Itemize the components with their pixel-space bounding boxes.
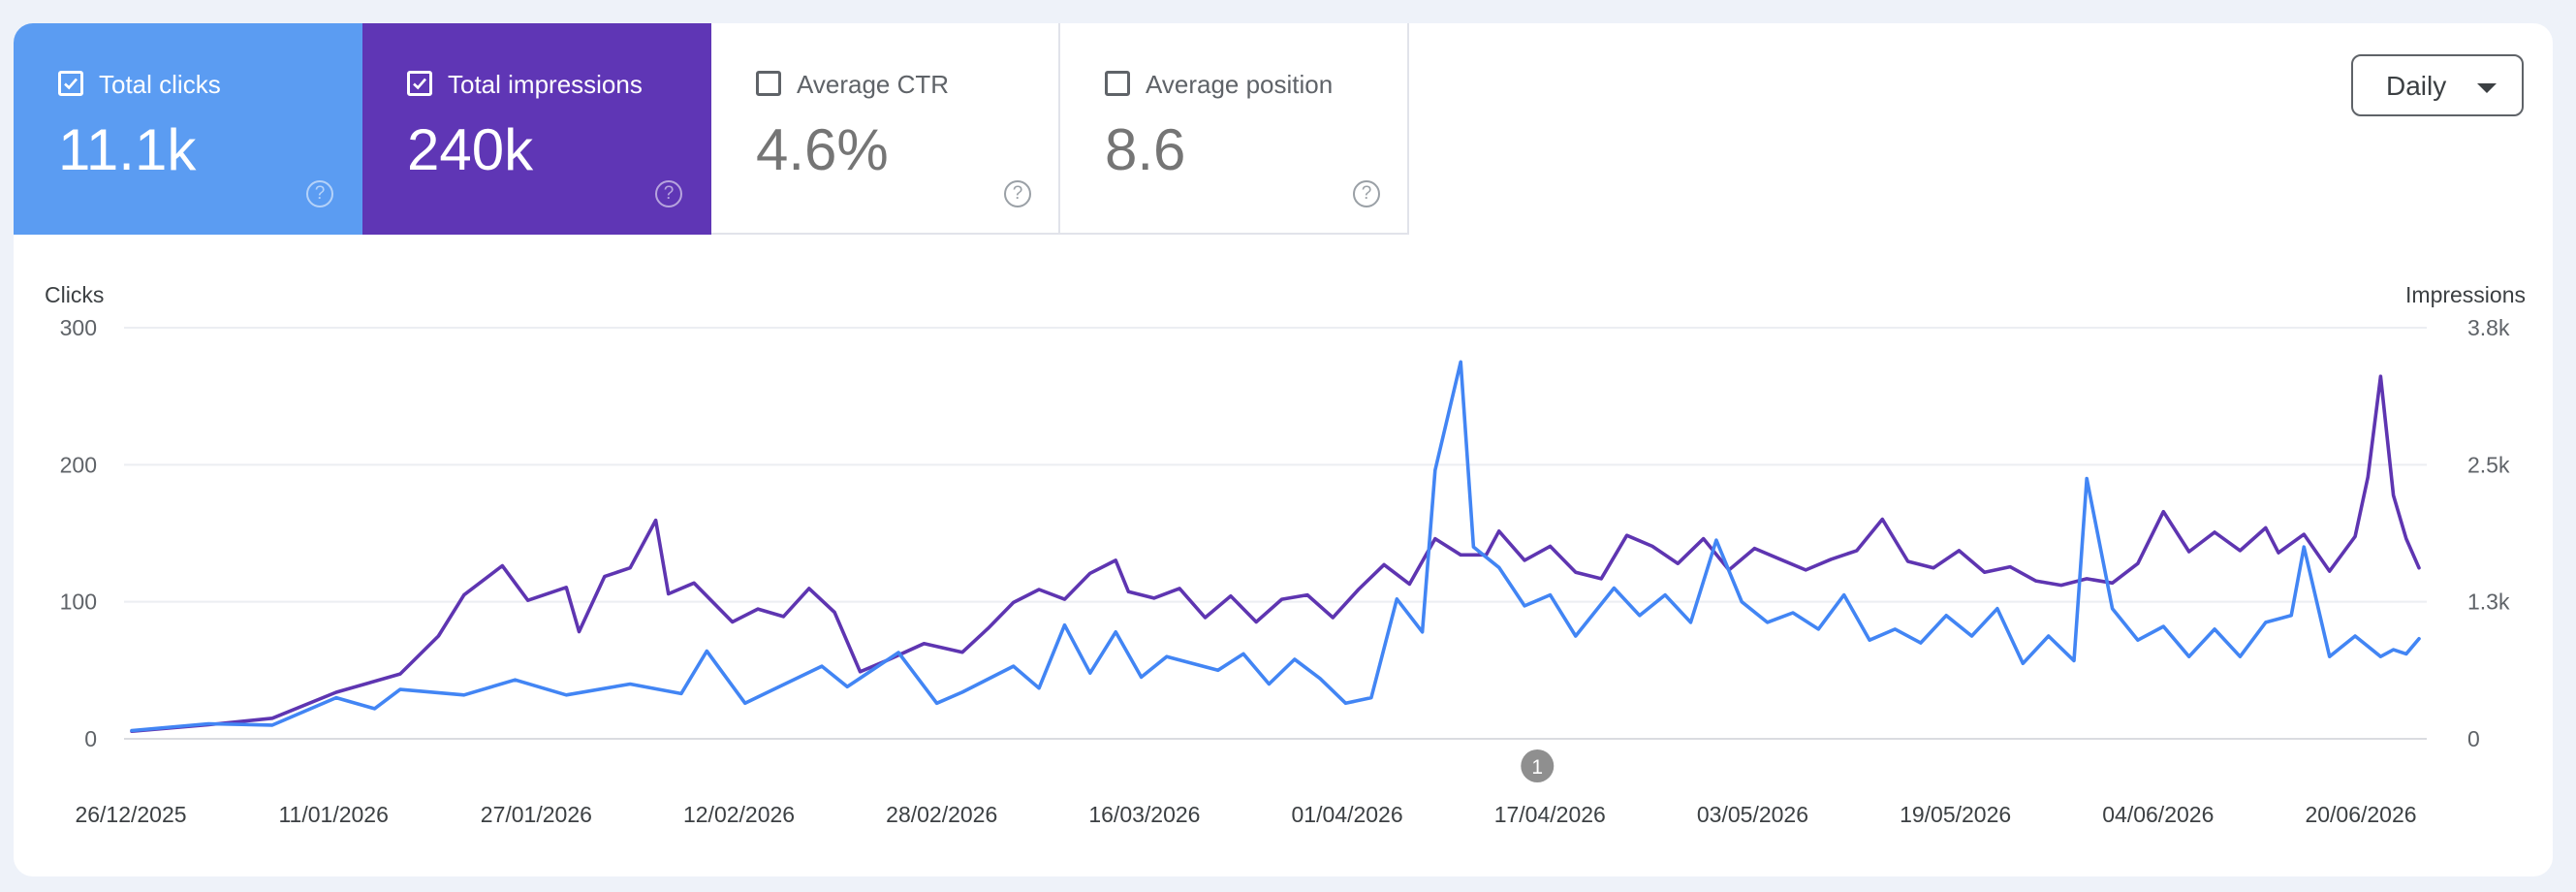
checkbox-unchecked-icon[interactable] bbox=[756, 71, 781, 96]
help-icon[interactable]: ? bbox=[1004, 180, 1031, 207]
metric-label: Average CTR bbox=[797, 70, 950, 99]
left-tick-label: 0 bbox=[84, 726, 97, 751]
caret-down-icon bbox=[2477, 83, 2497, 93]
checkbox-checked-icon[interactable] bbox=[407, 71, 432, 96]
left-axis-label: Clicks bbox=[45, 282, 104, 307]
help-icon[interactable]: ? bbox=[306, 180, 333, 207]
annotation-label: 1 bbox=[1531, 756, 1543, 779]
x-tick-label: 01/04/2026 bbox=[1292, 802, 1403, 827]
left-axis-ticks: 300 200 100 0 bbox=[60, 315, 97, 751]
metric-label: Average position bbox=[1146, 70, 1334, 99]
metric-tile-total-clicks[interactable]: Total clicks 11.1k ? bbox=[14, 23, 362, 235]
x-tick-label: 19/05/2026 bbox=[1900, 802, 2011, 827]
metric-label: Total impressions bbox=[448, 70, 643, 99]
series-line-impressions bbox=[130, 374, 2421, 734]
right-tick-label: 0 bbox=[2467, 726, 2480, 751]
metric-tile-total-impressions[interactable]: Total impressions 240k ? bbox=[362, 23, 711, 235]
granularity-selected: Daily bbox=[2386, 71, 2447, 101]
metric-value: 4.6% bbox=[756, 117, 889, 182]
checkbox-unchecked-icon[interactable] bbox=[1105, 71, 1130, 96]
metric-tile-average-position[interactable]: Average position 8.6 ? bbox=[1060, 23, 1409, 235]
help-icon[interactable]: ? bbox=[1353, 180, 1380, 207]
right-tick-label: 2.5k bbox=[2467, 452, 2510, 477]
x-tick-label: 28/02/2026 bbox=[886, 802, 997, 827]
checkbox-checked-icon[interactable] bbox=[58, 71, 83, 96]
x-tick-label: 03/05/2026 bbox=[1697, 802, 1808, 827]
right-axis-label: Impressions bbox=[2405, 282, 2526, 307]
metric-value: 8.6 bbox=[1105, 117, 1186, 182]
right-axis-ticks: 3.8k 2.5k 1.3k 0 bbox=[2467, 315, 2510, 751]
metric-value: 11.1k bbox=[58, 117, 197, 182]
performance-chart: Clicks Impressions 300 200 100 0 3.8k 2.5k 1.… bbox=[45, 282, 2526, 827]
left-tick-label: 300 bbox=[60, 315, 97, 340]
metric-value: 240k bbox=[407, 117, 534, 182]
right-tick-label: 3.8k bbox=[2467, 315, 2510, 340]
chart-annotations: 1 bbox=[1521, 749, 1555, 782]
chart-grid bbox=[124, 327, 2427, 740]
x-tick-label: 17/04/2026 bbox=[1494, 802, 1606, 827]
granularity-dropdown[interactable]: Daily bbox=[2351, 54, 2524, 116]
x-tick-label: 16/03/2026 bbox=[1088, 802, 1200, 827]
x-axis-ticks: 26/12/2025 11/01/2026 27/01/2026 12/02/2026… bbox=[75, 802, 2416, 827]
left-tick-label: 100 bbox=[60, 589, 97, 615]
x-tick-label: 20/06/2026 bbox=[2305, 802, 2416, 827]
help-icon[interactable]: ? bbox=[655, 180, 682, 207]
performance-card: Total clicks 11.1k ? Total impressions 2… bbox=[14, 23, 2553, 876]
right-tick-label: 1.3k bbox=[2467, 589, 2510, 615]
x-tick-label: 26/12/2025 bbox=[75, 802, 186, 827]
metric-label: Total clicks bbox=[99, 70, 221, 99]
left-tick-label: 200 bbox=[60, 452, 97, 477]
series-line-clicks bbox=[130, 360, 2421, 733]
metric-tile-average-ctr[interactable]: Average CTR 4.6% ? bbox=[711, 23, 1060, 235]
chart-series bbox=[130, 360, 2421, 734]
x-tick-label: 11/01/2026 bbox=[278, 802, 388, 827]
x-tick-label: 04/06/2026 bbox=[2102, 802, 2214, 827]
x-tick-label: 12/02/2026 bbox=[683, 802, 795, 827]
x-tick-label: 27/01/2026 bbox=[481, 802, 592, 827]
annotation-marker bbox=[1521, 749, 1555, 782]
